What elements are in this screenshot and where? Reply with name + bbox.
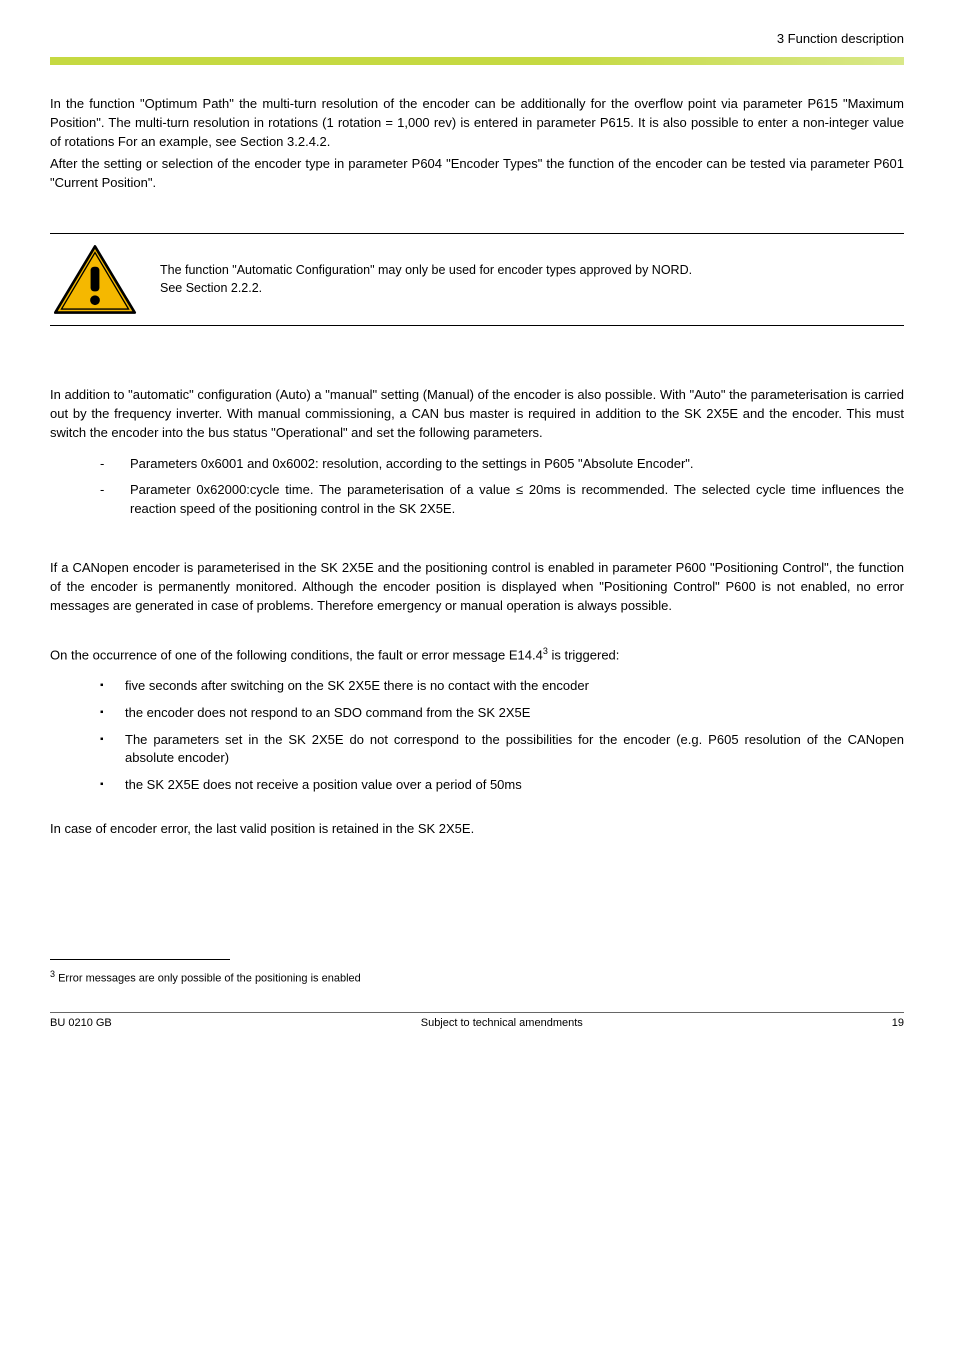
bullet-list-item: five seconds after switching on the SK 2… — [100, 677, 904, 696]
bullet-list: five seconds after switching on the SK 2… — [100, 677, 904, 795]
dash-list-item: Parameter 0x62000:cycle time. The parame… — [100, 481, 904, 519]
p5-post: is triggered: — [548, 647, 620, 662]
footer-right: 19 — [892, 1016, 904, 1032]
paragraph-2: After the setting or selection of the en… — [50, 155, 904, 193]
bullet-list-item: the SK 2X5E does not receive a position … — [100, 776, 904, 795]
dash-list: Parameters 0x6001 and 0x6002: resolution… — [100, 455, 904, 520]
page-footer: BU 0210 GB Subject to technical amendmen… — [50, 1016, 904, 1032]
p5-pre: On the occurrence of one of the followin… — [50, 647, 543, 662]
warning-triangle-icon — [50, 242, 140, 317]
paragraph-5: On the occurrence of one of the followin… — [50, 645, 904, 665]
bullet-list-item: the encoder does not respond to an SDO c… — [100, 704, 904, 723]
paragraph-1: In the function "Optimum Path" the multi… — [50, 95, 904, 152]
warning-line-2: See Section 2.2.2. — [160, 280, 692, 298]
footnote: 3 Error messages are only possible of th… — [50, 968, 904, 988]
footnote-separator — [50, 959, 230, 960]
header-section-label: 3 Function description — [50, 30, 904, 49]
bullet-list-item: The parameters set in the SK 2X5E do not… — [100, 731, 904, 769]
footer-center: Subject to technical amendments — [421, 1016, 583, 1032]
header-accent-bar — [50, 57, 904, 65]
paragraph-4: If a CANopen encoder is parameterised in… — [50, 559, 904, 616]
warning-line-1: The function "Automatic Configuration" m… — [160, 262, 692, 280]
footer-left: BU 0210 GB — [50, 1016, 112, 1032]
paragraph-3: In addition to "automatic" configuration… — [50, 386, 904, 443]
paragraph-6: In case of encoder error, the last valid… — [50, 820, 904, 839]
warning-callout: The function "Automatic Configuration" m… — [50, 233, 904, 326]
dash-list-item: Parameters 0x6001 and 0x6002: resolution… — [100, 455, 904, 474]
footer-separator — [50, 1012, 904, 1013]
warning-text: The function "Automatic Configuration" m… — [160, 262, 692, 297]
footnote-text: Error messages are only possible of the … — [55, 973, 361, 985]
